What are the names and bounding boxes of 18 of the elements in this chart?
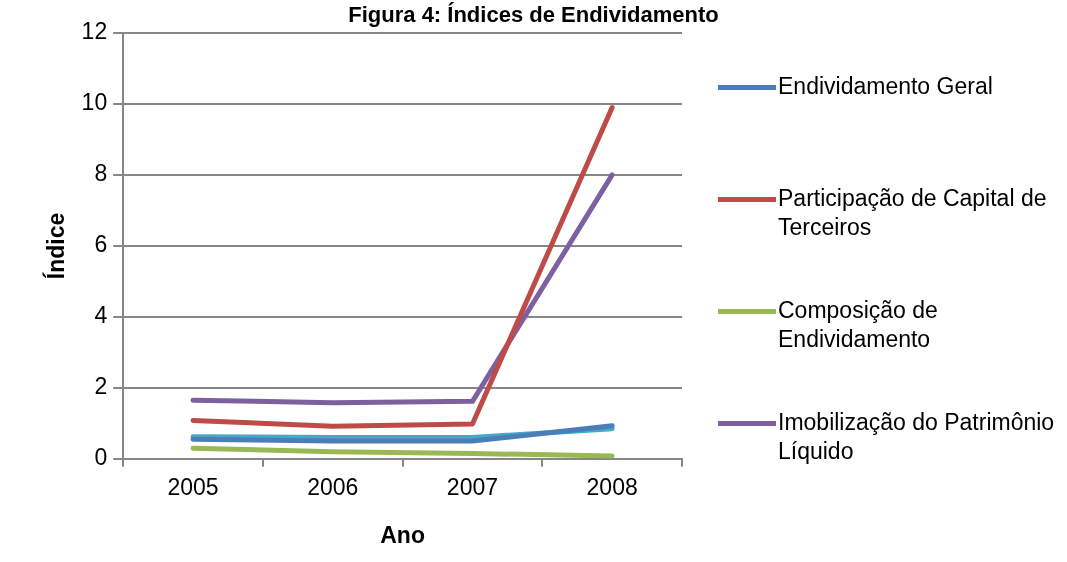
y-tick-label: 12: [81, 18, 108, 45]
legend-label: Participação de Capital de Terceiros: [778, 184, 1048, 242]
y-axis-title: Índice: [42, 212, 70, 280]
y-tick-label: 6: [94, 231, 108, 258]
y-tick-label: 10: [81, 89, 108, 116]
y-tick-label: 4: [94, 302, 108, 329]
legend-label: Composição de Endividamento: [778, 296, 939, 354]
x-tick-label: 2007: [446, 473, 499, 500]
y-tick-label: 8: [94, 160, 108, 187]
legend-label: Endividamento Geral: [778, 72, 993, 101]
chart-title: Figura 4: Índices de Endividamento: [348, 2, 719, 27]
x-axis-title: Ano: [380, 521, 425, 548]
legend-label: Imobilização do Patrimônio Líquido: [778, 408, 1056, 466]
x-tick-label: 2006: [307, 473, 359, 500]
y-tick-label: 0: [94, 444, 108, 471]
x-tick-label: 2005: [167, 473, 219, 500]
y-tick-label: 2: [94, 373, 108, 400]
x-tick-label: 2008: [586, 473, 638, 500]
